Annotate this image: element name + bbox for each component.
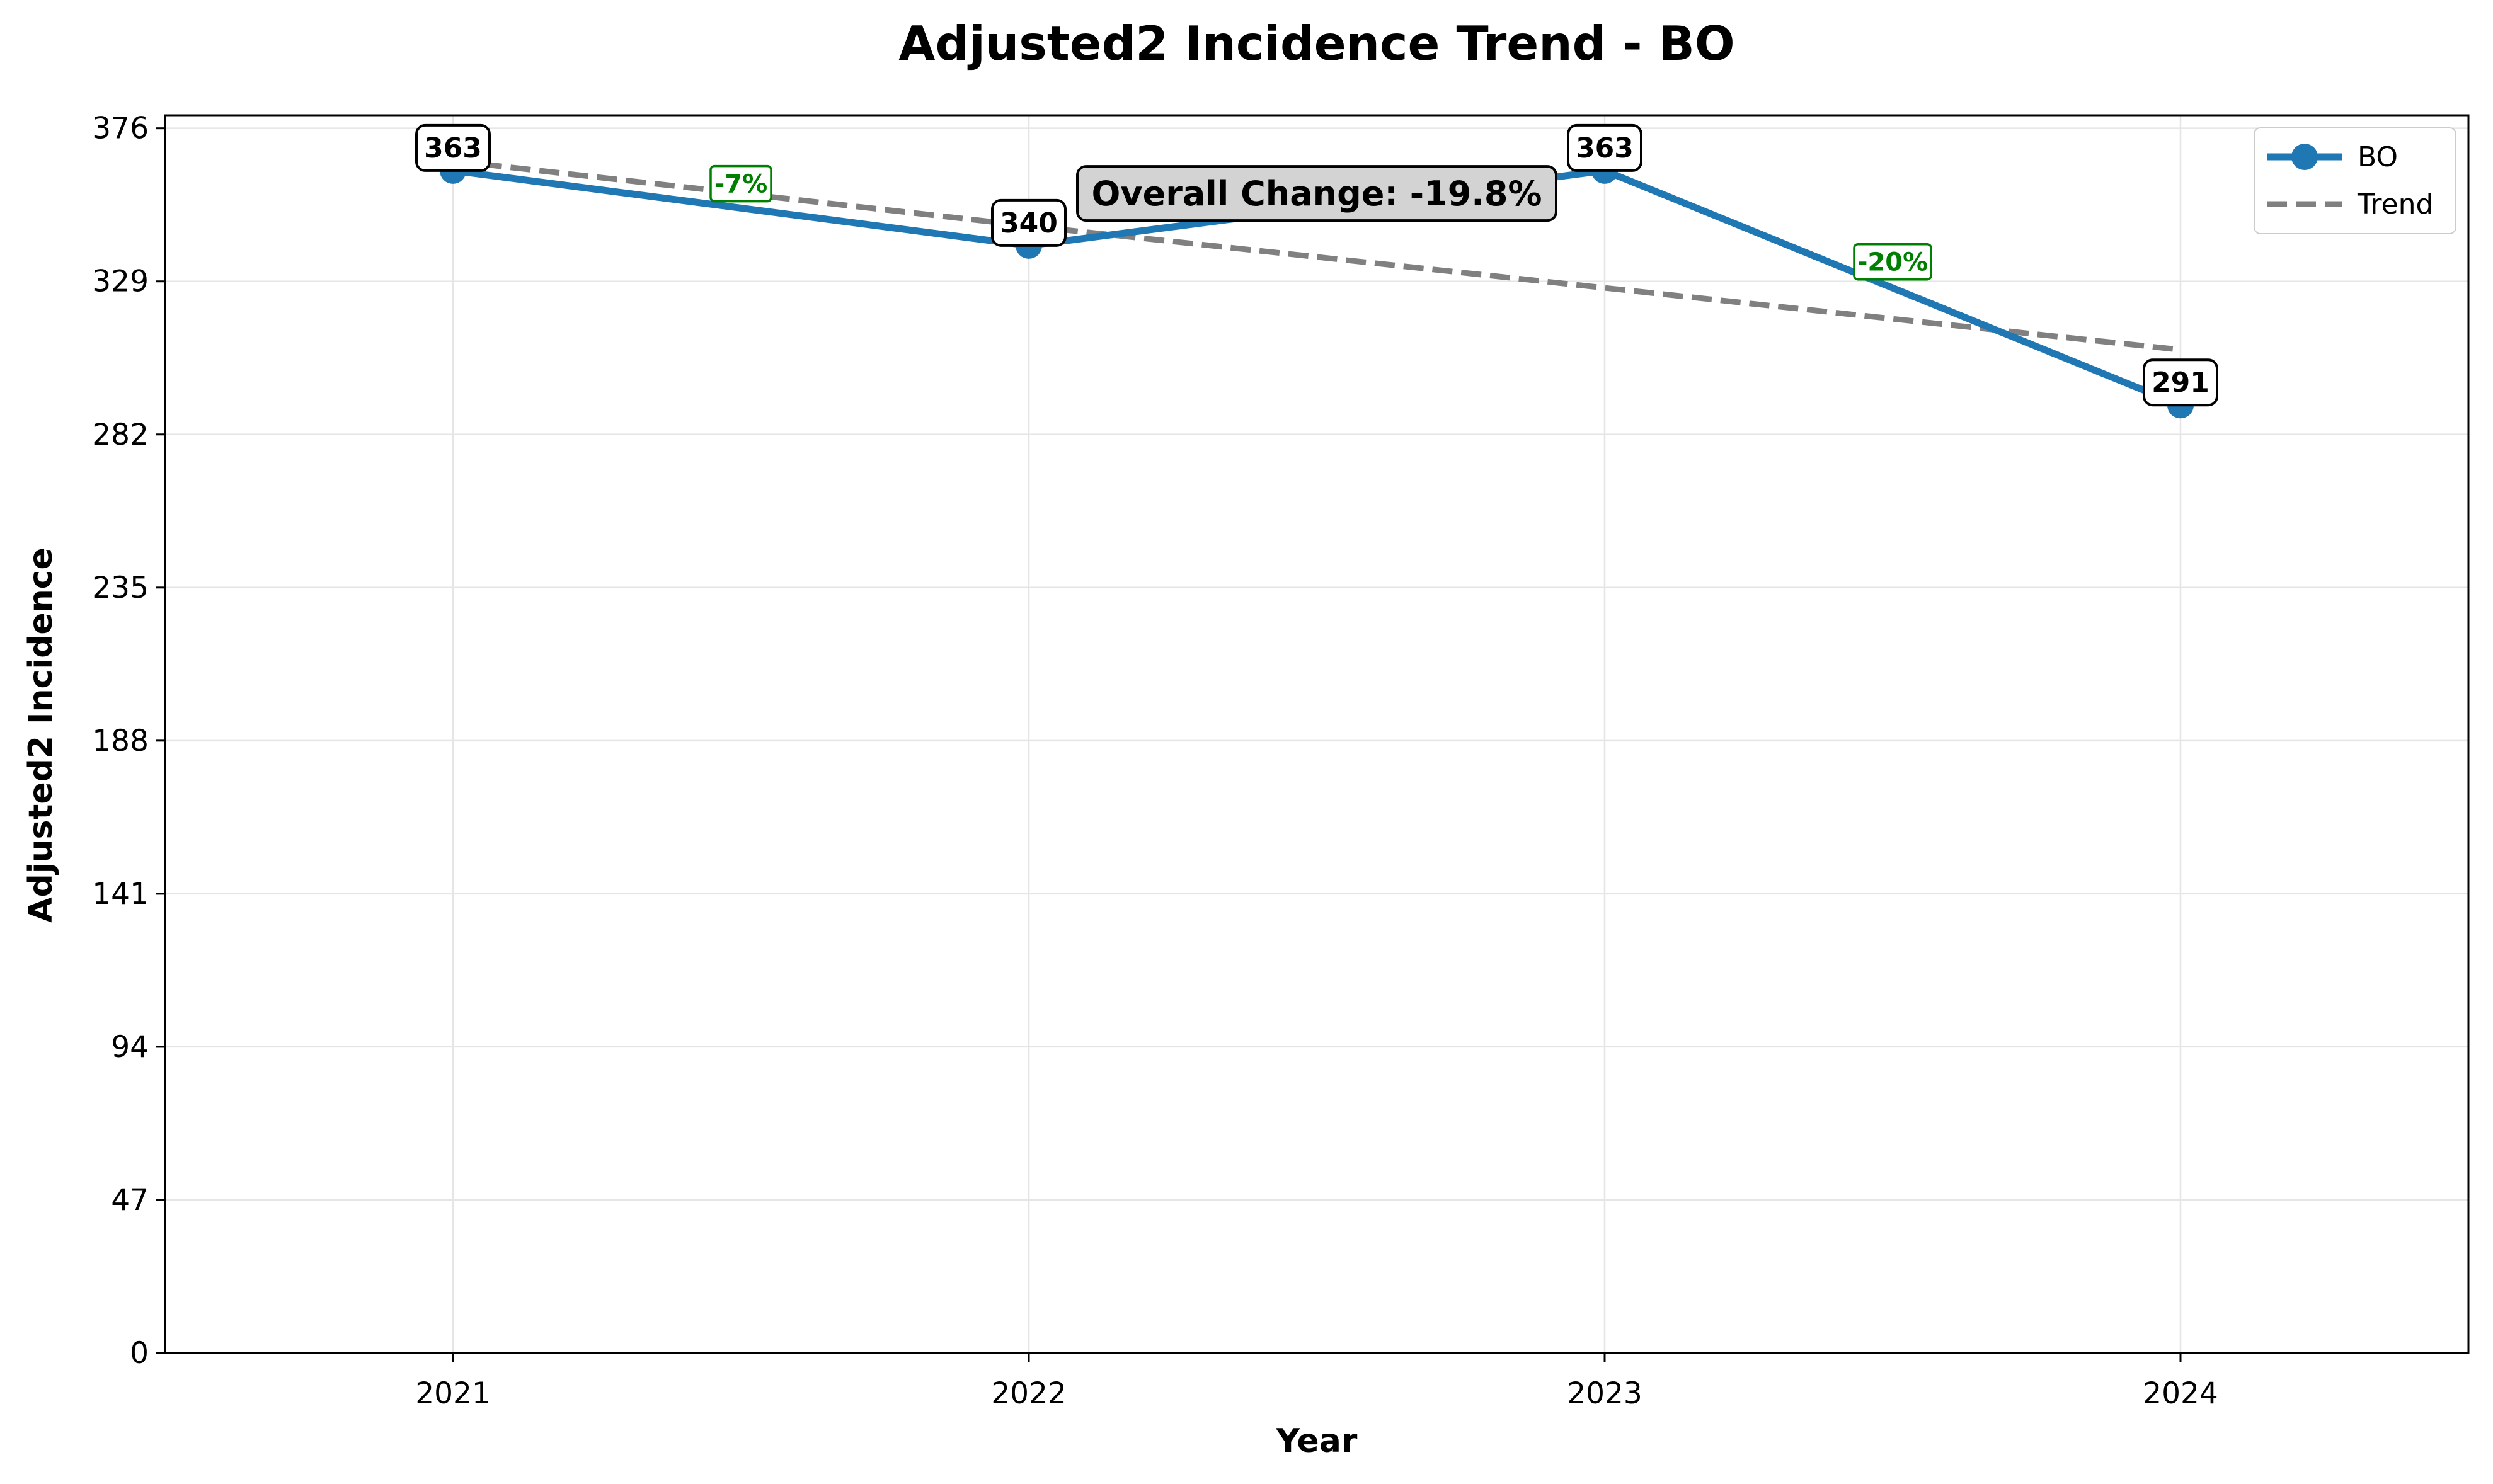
pct-change-label: -20% <box>1857 248 1928 277</box>
y-tick-label: 235 <box>92 571 149 605</box>
overall-change-label: Overall Change: -19.8% <box>1092 174 1542 214</box>
legend: BO Trend <box>2254 127 2456 234</box>
y-tick-label: 329 <box>92 265 149 299</box>
annotations: 363 340 363 291 -7% -20% Overall Change: -19.8… <box>415 123 2218 407</box>
y-tick-label: 141 <box>92 877 149 911</box>
legend-trend-label: Trend <box>2357 188 2433 220</box>
x-tick-label: 2023 <box>1567 1376 1642 1411</box>
x-tick-label: 2022 <box>991 1376 1067 1411</box>
x-axis-ticks: 2021 2022 2023 2024 <box>415 1353 2218 1411</box>
data-label-box <box>991 198 1067 247</box>
pct-change-label: -7% <box>714 170 768 199</box>
data-label: 340 <box>1000 207 1058 239</box>
x-axis-label: Year <box>1276 1422 1358 1460</box>
y-tick-label: 94 <box>111 1030 149 1064</box>
chart-title: Adjusted2 Incidence Trend - BO <box>898 16 1734 71</box>
y-tick-label: 188 <box>92 724 149 758</box>
data-label-box <box>1567 123 1642 172</box>
overall-change-box <box>1076 165 1557 222</box>
legend-bo-label: BO <box>2358 141 2398 173</box>
y-tick-label: 0 <box>130 1336 149 1371</box>
x-tick-label: 2024 <box>2143 1376 2218 1411</box>
y-axis-ticks: 0 47 94 141 188 235 282 329 376 <box>92 111 165 1371</box>
grid-lines <box>165 115 2468 1354</box>
x-tick-label: 2021 <box>415 1376 491 1411</box>
data-label-box <box>415 123 491 172</box>
plot-frame <box>164 114 2470 1354</box>
pct-change-box <box>1853 243 1932 281</box>
legend-bo-marker <box>2291 144 2318 170</box>
data-label: 363 <box>1576 132 1634 164</box>
y-axis-label: Adjusted2 Incidence <box>22 547 60 923</box>
y-tick-label: 282 <box>92 418 149 452</box>
data-label: 291 <box>2152 367 2209 399</box>
pct-change-box <box>709 164 772 203</box>
data-label: 363 <box>424 132 482 164</box>
y-tick-label: 376 <box>92 111 149 146</box>
data-label-box <box>2143 358 2218 407</box>
y-tick-label: 47 <box>111 1183 149 1218</box>
